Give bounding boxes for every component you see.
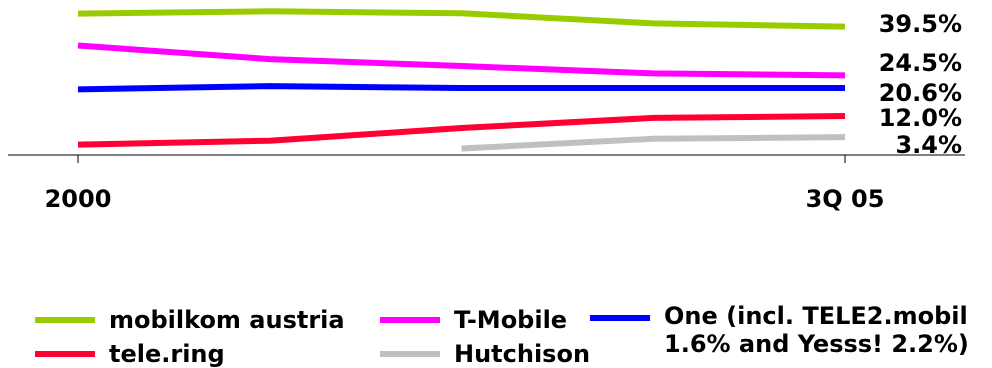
end-label-tele-ring: 12.0% xyxy=(879,104,962,132)
legend-label-t-mobile: T-Mobile xyxy=(454,306,568,334)
legend-swatch-one xyxy=(590,315,650,321)
series-line-hutchison xyxy=(461,134,846,152)
legend-item-t-mobile: T-Mobile xyxy=(380,306,567,334)
legend-label-tele-ring: tele.ring xyxy=(109,340,225,368)
legend-label-one-line-2: 1.6% and Yesss! 2.2%) xyxy=(664,330,969,358)
legend-swatch-mobilkom-austria xyxy=(35,317,95,323)
end-label-mobilkom-austria: 39.5% xyxy=(879,10,962,38)
legend-item-tele-ring: tele.ring xyxy=(35,340,225,368)
legend-item-one: One (incl. TELE2.mobil 1.6% and Yesss! 2… xyxy=(590,302,969,358)
legend-swatch-t-mobile xyxy=(380,317,440,323)
end-label-t-mobile: 24.5% xyxy=(879,49,962,77)
x-tick-label-start: 2000 xyxy=(45,185,112,213)
legend-swatch-tele-ring xyxy=(35,351,95,357)
legend-label-one-line-1: One (incl. TELE2.mobil xyxy=(664,302,968,330)
end-label-hutchison: 3.4% xyxy=(895,131,962,159)
legend-swatch-hutchison xyxy=(380,351,440,357)
legend-label-one: One (incl. TELE2.mobil 1.6% and Yesss! 2… xyxy=(664,302,969,358)
end-label-one: 20.6% xyxy=(879,79,962,107)
series-line-one xyxy=(77,83,845,93)
legend-item-hutchison: Hutchison xyxy=(380,340,590,368)
legend-label-hutchison: Hutchison xyxy=(454,340,591,368)
series-line-tele-ring xyxy=(77,113,846,148)
series-line-mobilkom-austria xyxy=(77,8,846,30)
series-line-t-mobile xyxy=(77,42,846,79)
legend-item-mobilkom-austria: mobilkom austria xyxy=(35,306,345,334)
legend-label-mobilkom-austria: mobilkom austria xyxy=(109,306,345,334)
x-tick-label-end: 3Q 05 xyxy=(806,185,885,213)
